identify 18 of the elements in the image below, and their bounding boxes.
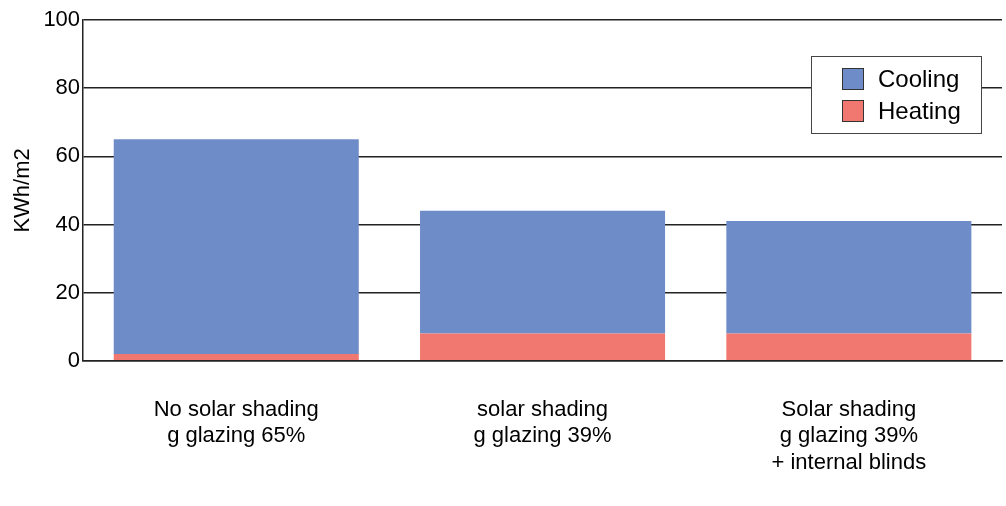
x-tick-label: solar shading g glazing 39% bbox=[473, 396, 612, 448]
x-tick-label: Solar shading g glazing 39% + internal blinds bbox=[771, 396, 927, 474]
y-tick-label: 60 bbox=[55, 142, 81, 168]
y-tick-label: 80 bbox=[55, 74, 81, 100]
y-tick-label: 0 bbox=[67, 346, 81, 372]
y-tick-label: 20 bbox=[55, 278, 81, 304]
x-tick-label: No solar shading g glazing 65% bbox=[153, 396, 319, 448]
legend-label: Heating bbox=[878, 96, 961, 126]
bar bbox=[113, 353, 359, 361]
bar bbox=[726, 221, 972, 334]
bar bbox=[420, 210, 666, 334]
y-axis-title: KWh/m2 bbox=[9, 148, 35, 233]
bar bbox=[726, 333, 972, 361]
bar bbox=[420, 333, 666, 361]
legend-label: Cooling bbox=[878, 64, 960, 94]
y-tick-label: 100 bbox=[43, 6, 81, 32]
bar bbox=[113, 139, 359, 354]
y-tick-label: 40 bbox=[55, 210, 81, 236]
